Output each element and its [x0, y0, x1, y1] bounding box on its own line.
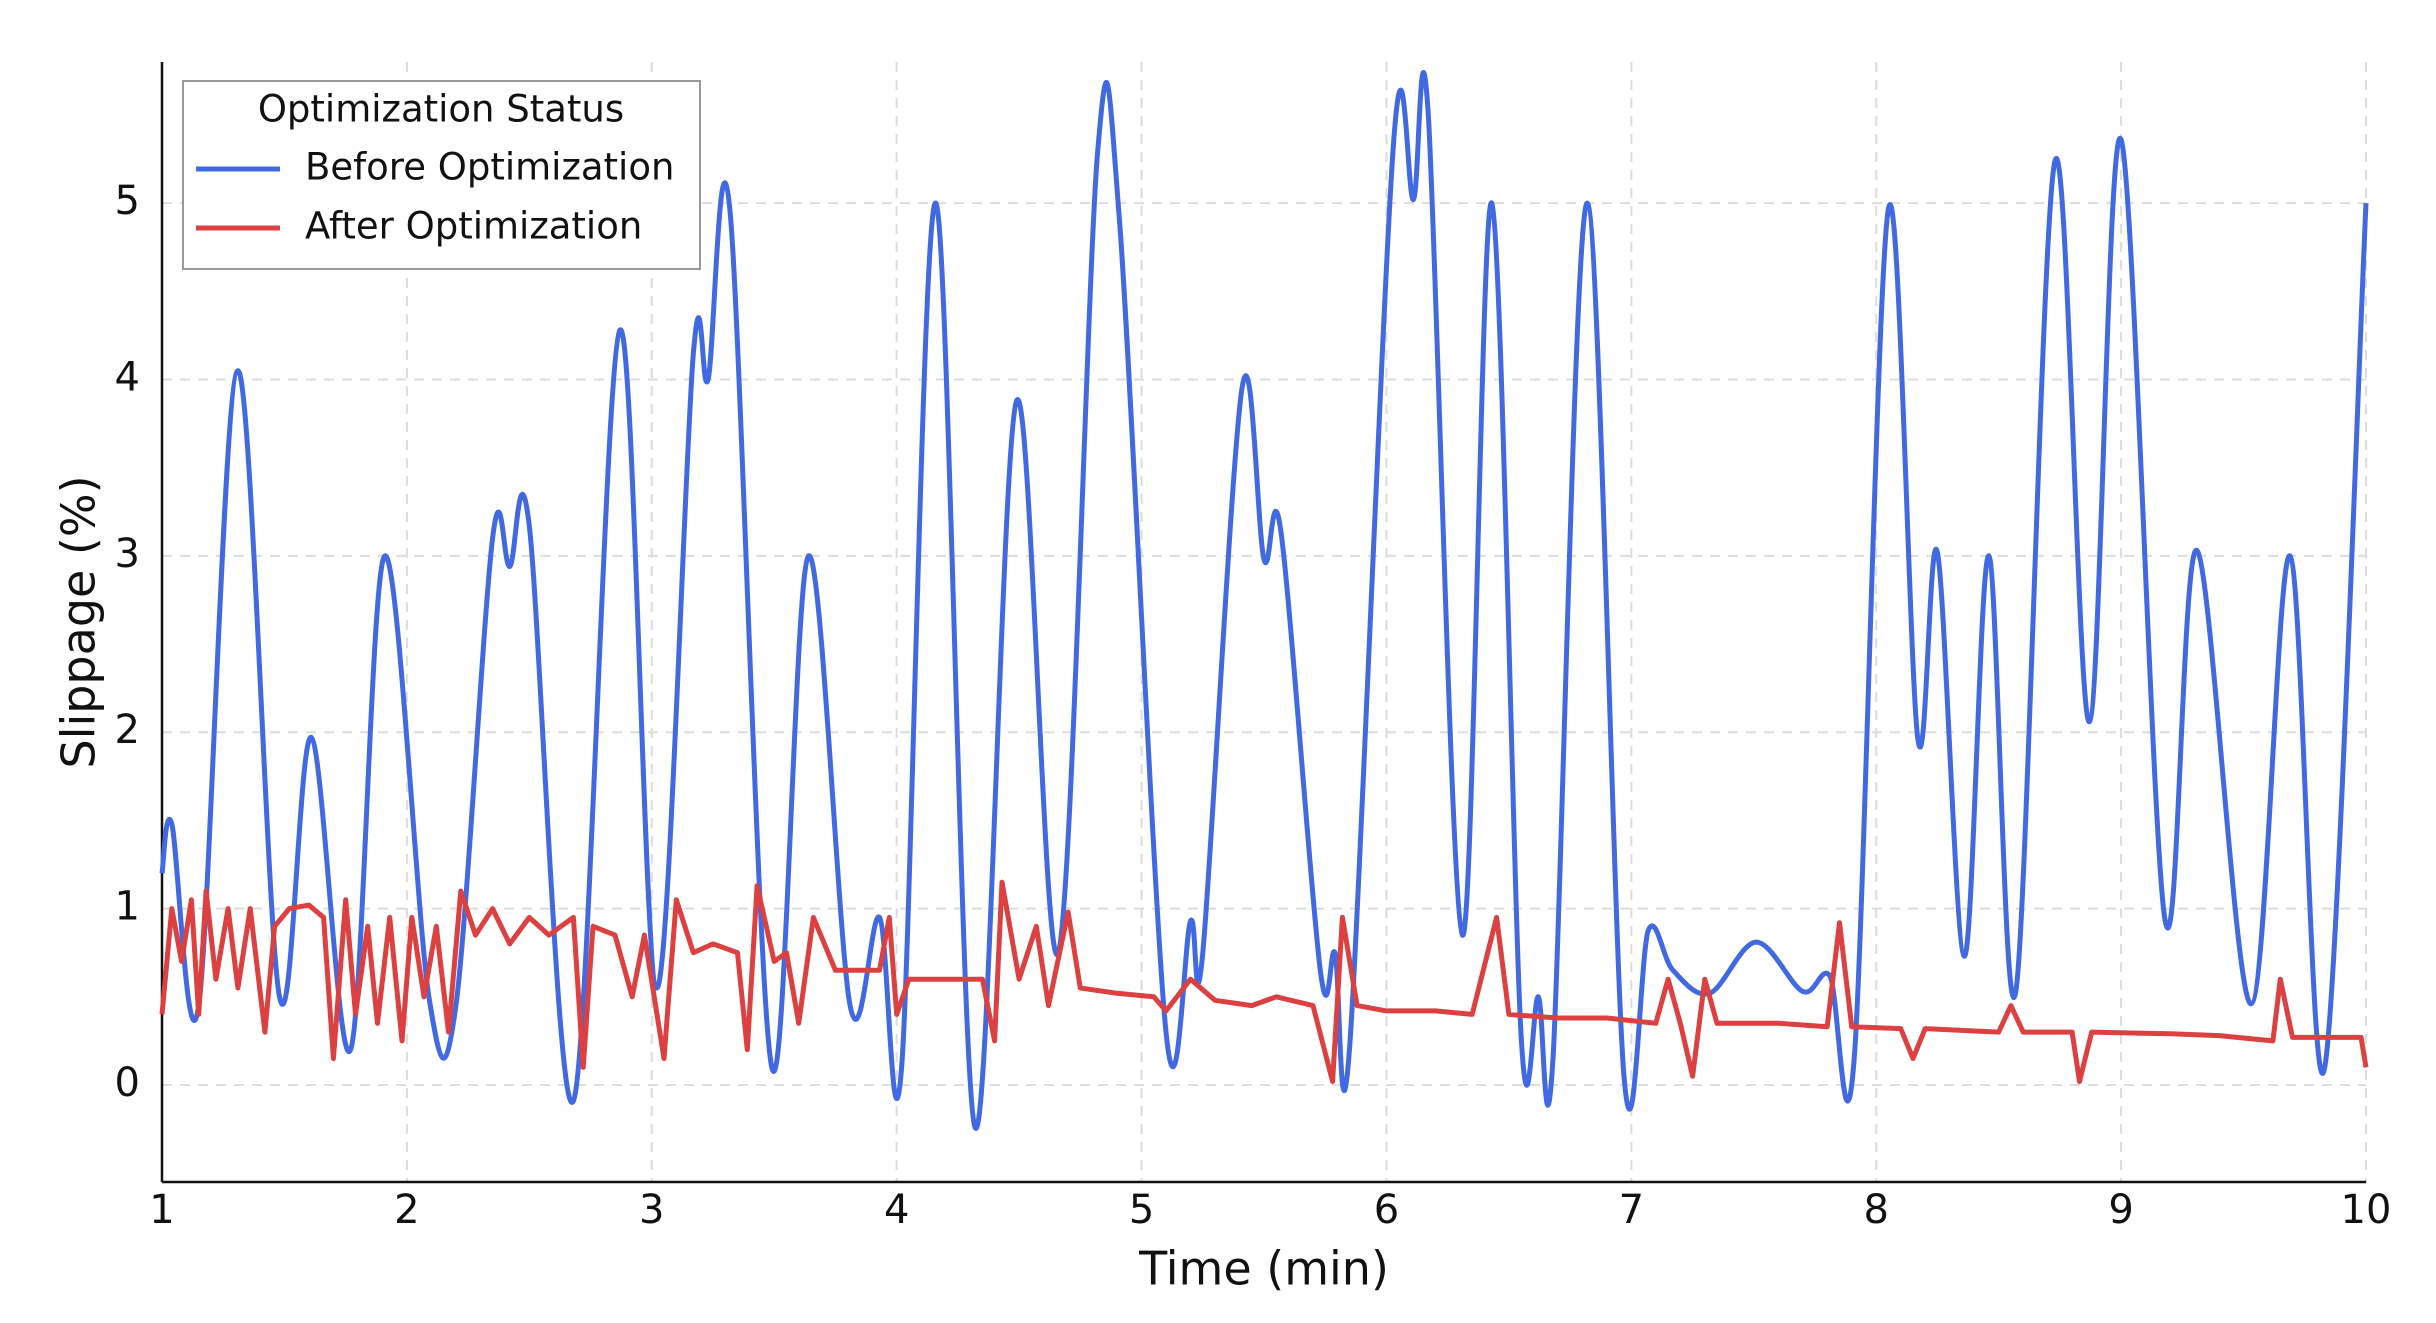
x-tick-label: 4 — [884, 1187, 909, 1233]
y-axis-label: Slippage (%) — [52, 475, 106, 768]
x-tick-label: 6 — [1374, 1187, 1399, 1233]
x-tick-label: 3 — [639, 1187, 664, 1233]
x-tick-label: 1 — [149, 1187, 174, 1233]
x-tick-label: 9 — [2108, 1187, 2133, 1233]
legend-label: Before Optimization — [305, 146, 674, 189]
y-tick-label: 2 — [115, 707, 140, 753]
y-tick-label: 4 — [115, 354, 140, 400]
data-line — [159, 879, 2369, 1084]
legend-title: Optimization Status — [258, 88, 624, 131]
legend-box — [182, 80, 701, 270]
x-tick-label: 10 — [2341, 1187, 2392, 1233]
data-line — [159, 70, 2369, 1131]
y-tick-label: 3 — [115, 531, 140, 577]
legend-label: After Optimization — [305, 205, 642, 248]
x-tick-label: 2 — [394, 1187, 419, 1233]
x-tick-label: 5 — [1129, 1187, 1154, 1233]
y-tick-label: 0 — [115, 1060, 140, 1106]
x-axis-label: Time (min) — [1138, 1242, 1389, 1296]
y-tick-label: 1 — [115, 884, 140, 930]
x-tick-label: 7 — [1619, 1187, 1644, 1233]
x-tick-label: 8 — [1863, 1187, 1888, 1233]
legend: Optimization Status Before Optimization Af… — [182, 80, 701, 270]
y-tick-label: 5 — [115, 178, 140, 224]
